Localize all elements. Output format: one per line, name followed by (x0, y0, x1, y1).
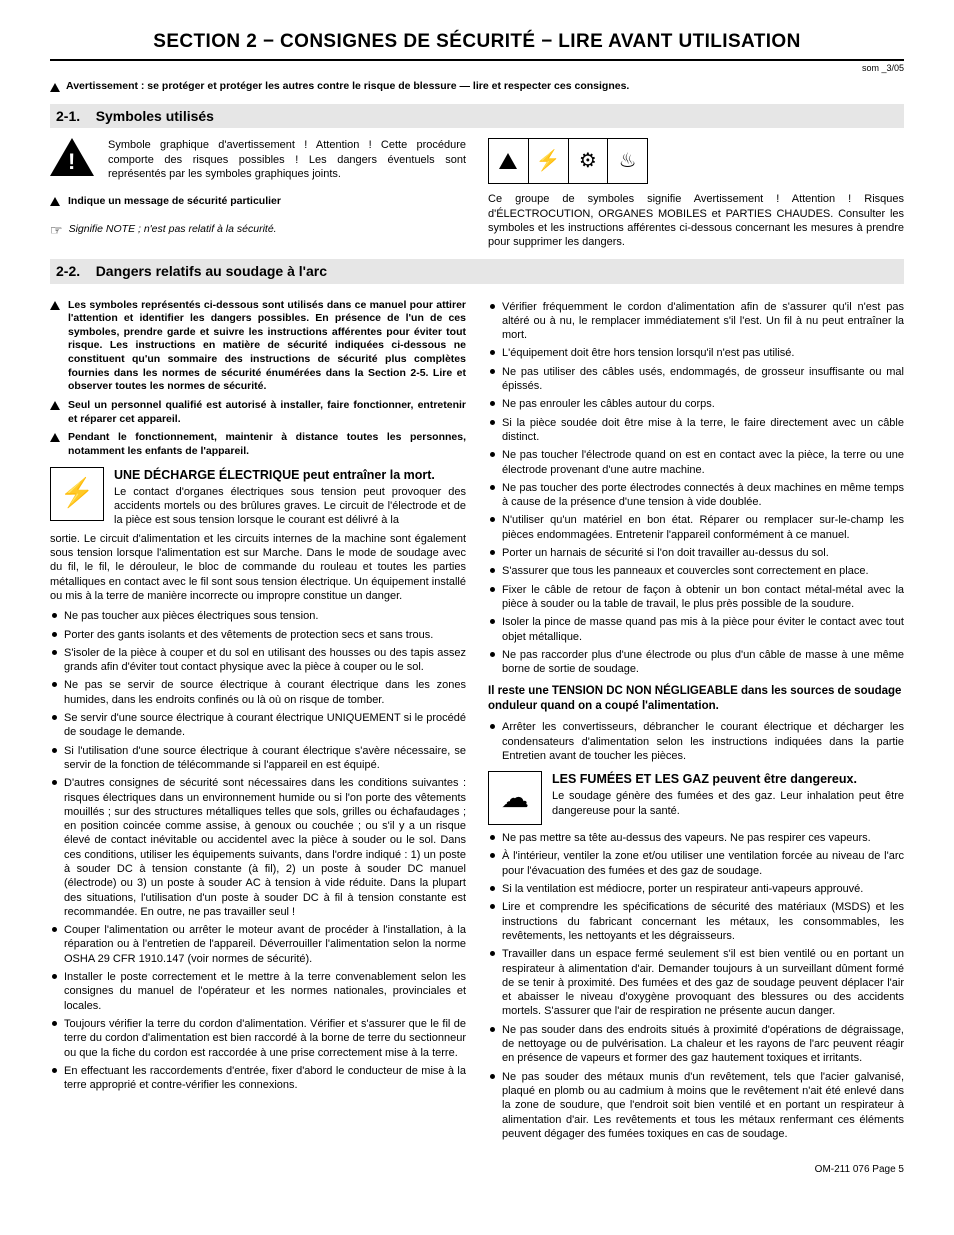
list-item: Ne pas toucher l'électrode quand on est … (488, 448, 904, 477)
list-item: S'isoler de la pièce à couper et du sol … (50, 646, 466, 675)
warning-triangle-icon (50, 433, 60, 442)
list-item: Ne pas souder dans des endroits situés à… (488, 1023, 904, 1066)
heading-2-1: 2-1. Symboles utilisés (50, 104, 904, 128)
fumes-icon: ☁ (488, 771, 542, 825)
shock-hazard-block: ⚡ UNE DÉCHARGE ÉLECTRIQUE peut entraîner… (50, 467, 466, 528)
list-item: Toujours vérifier la terre du cordon d'a… (50, 1017, 466, 1060)
list-item: Fixer le câble de retour de façon à obte… (488, 583, 904, 612)
list-item: En effectuant les raccordements d'entrée… (50, 1064, 466, 1093)
list-item: Si l'utilisation d'une source électrique… (50, 744, 466, 773)
heading-2-1-num: 2-1. (56, 108, 80, 124)
list-item: Couper l'alimentation ou arrêter le mote… (50, 923, 466, 966)
warning-triangle-icon (50, 401, 60, 410)
electric-shock-icon: ⚡ (50, 467, 104, 521)
shock-title: UNE DÉCHARGE ÉLECTRIQUE peut entraîner l… (114, 467, 466, 483)
list-item: Ne pas se servir de source électrique à … (50, 678, 466, 707)
list-item: Ne pas souder des métaux munis d'un revê… (488, 1070, 904, 1141)
list-item: Ne pas enrouler les câbles autour du cor… (488, 397, 904, 411)
list-item: Ne pas mettre sa tête au-dessus des vape… (488, 831, 904, 845)
warning-triangle-icon (489, 139, 529, 183)
triangle-bullet: Les symboles représentés ci-dessous sont… (50, 299, 466, 394)
list-item: Porter des gants isolants et des vêtemen… (50, 628, 466, 642)
warning-triangle-icon (50, 301, 60, 310)
fumes-hazard-block: ☁ LES FUMÉES ET LES GAZ peuvent être dan… (488, 771, 904, 825)
global-warning-text: Avertissement : se protéger et protéger … (66, 80, 629, 94)
list-item: S'assurer que tous les panneaux et couve… (488, 564, 904, 578)
warning-triangle-icon (50, 83, 60, 92)
shock-bullets-left: Ne pas toucher aux pièces électriques so… (50, 609, 466, 1092)
triangle-bullet-text: Les symboles représentés ci-dessous sont… (68, 299, 466, 394)
triangle-bullet: Pendant le fonctionnement, maintenir à d… (50, 431, 466, 458)
list-item: Installer le poste correctement et le me… (50, 970, 466, 1013)
triangle-bullet: Seul un personnel qualifié est autorisé … (50, 399, 466, 426)
list-item: Se servir d'une source électrique à cour… (50, 711, 466, 740)
shock-person-icon: ⚡ (529, 139, 569, 183)
heading-2-2: 2-2. Dangers relatifs au soudage à l'arc (50, 259, 904, 283)
fumes-body: Le soudage génère des fumées et des gaz.… (552, 789, 904, 818)
list-item: Travailler dans un espace fermé seulemen… (488, 947, 904, 1018)
som-tag: som _3/05 (50, 63, 904, 75)
shock-body-start: Le contact d'organes électriques sous te… (114, 485, 466, 528)
list-item: Ne pas raccorder plus d'une électrode ou… (488, 648, 904, 677)
list-item: Ne pas toucher des porte électrodes conn… (488, 481, 904, 510)
note-line: Signifie NOTE ; n'est pas relatif à la s… (50, 221, 466, 240)
section-2-1-body: Symbole graphique d'avertissement ! Atte… (50, 138, 904, 251)
hot-surface-icon: ♨ (608, 139, 647, 183)
list-item: Si la pièce soudée doit être mise à la t… (488, 416, 904, 445)
list-item: Ne pas toucher aux pièces électriques so… (50, 609, 466, 623)
page-footer: OM-211 076 Page 5 (50, 1163, 904, 1176)
list-item: Si la ventilation est médiocre, porter u… (488, 882, 904, 896)
triangle-bullet-text: Pendant le fonctionnement, maintenir à d… (68, 431, 466, 458)
list-item: Ne pas utiliser des câbles usés, endomma… (488, 365, 904, 394)
list-item: L'équipement doit être hors tension lors… (488, 346, 904, 360)
security-message-text: Indique un message de sécurité particuli… (68, 195, 466, 209)
gears-icon: ⚙ (569, 139, 609, 183)
heading-2-2-num: 2-2. (56, 263, 80, 279)
symbols-intro-text: Symbole graphique d'avertissement ! Atte… (108, 138, 466, 181)
heading-2-1-title: Symboles utilisés (96, 108, 214, 124)
heading-2-2-title: Dangers relatifs au soudage à l'arc (96, 263, 327, 279)
global-warning: Avertissement : se protéger et protéger … (50, 80, 904, 94)
symbol-group-box: ⚡ ⚙ ♨ (488, 138, 648, 184)
list-item: Porter un harnais de sécurité si l'on do… (488, 546, 904, 560)
list-item: Isoler la pince de masse quand pas mis à… (488, 615, 904, 644)
note-text: Signifie NOTE ; n'est pas relatif à la s… (69, 223, 277, 237)
dc-bullets: Arrêter les convertisseurs, débrancher l… (488, 720, 904, 763)
list-item: Lire et comprendre les spécifications de… (488, 900, 904, 943)
section-title: SECTION 2 − CONSIGNES DE SÉCURITÉ − LIRE… (50, 30, 904, 61)
shock-body-rest: sortie. Le circuit d'alimentation et les… (50, 532, 466, 603)
fumes-bullets: Ne pas mettre sa tête au-dessus des vape… (488, 831, 904, 1141)
note-pointer-icon (50, 221, 63, 240)
shock-bullets-right: Vérifier fréquemment le cordon d'aliment… (488, 300, 904, 677)
dc-voltage-title: Il reste une TENSION DC NON NÉGLIGEABLE … (488, 684, 904, 714)
list-item: Vérifier fréquemment le cordon d'aliment… (488, 300, 904, 343)
triangle-bullet-text: Seul un personnel qualifié est autorisé … (68, 399, 466, 426)
section-2-2-body: Les symboles représentés ci-dessous sont… (50, 294, 904, 1148)
list-item: N'utiliser qu'un matériel en bon état. R… (488, 513, 904, 542)
list-item: D'autres consignes de sécurité sont néce… (50, 776, 466, 919)
fumes-title: LES FUMÉES ET LES GAZ peuvent être dange… (552, 771, 904, 787)
list-item: À l'intérieur, ventiler la zone et/ou ut… (488, 849, 904, 878)
symbol-group-explain: Ce groupe de symboles signifie Avertisse… (488, 192, 904, 249)
list-item: Arrêter les convertisseurs, débrancher l… (488, 720, 904, 763)
warning-triangle-icon (50, 197, 60, 206)
large-warning-icon (50, 138, 94, 178)
